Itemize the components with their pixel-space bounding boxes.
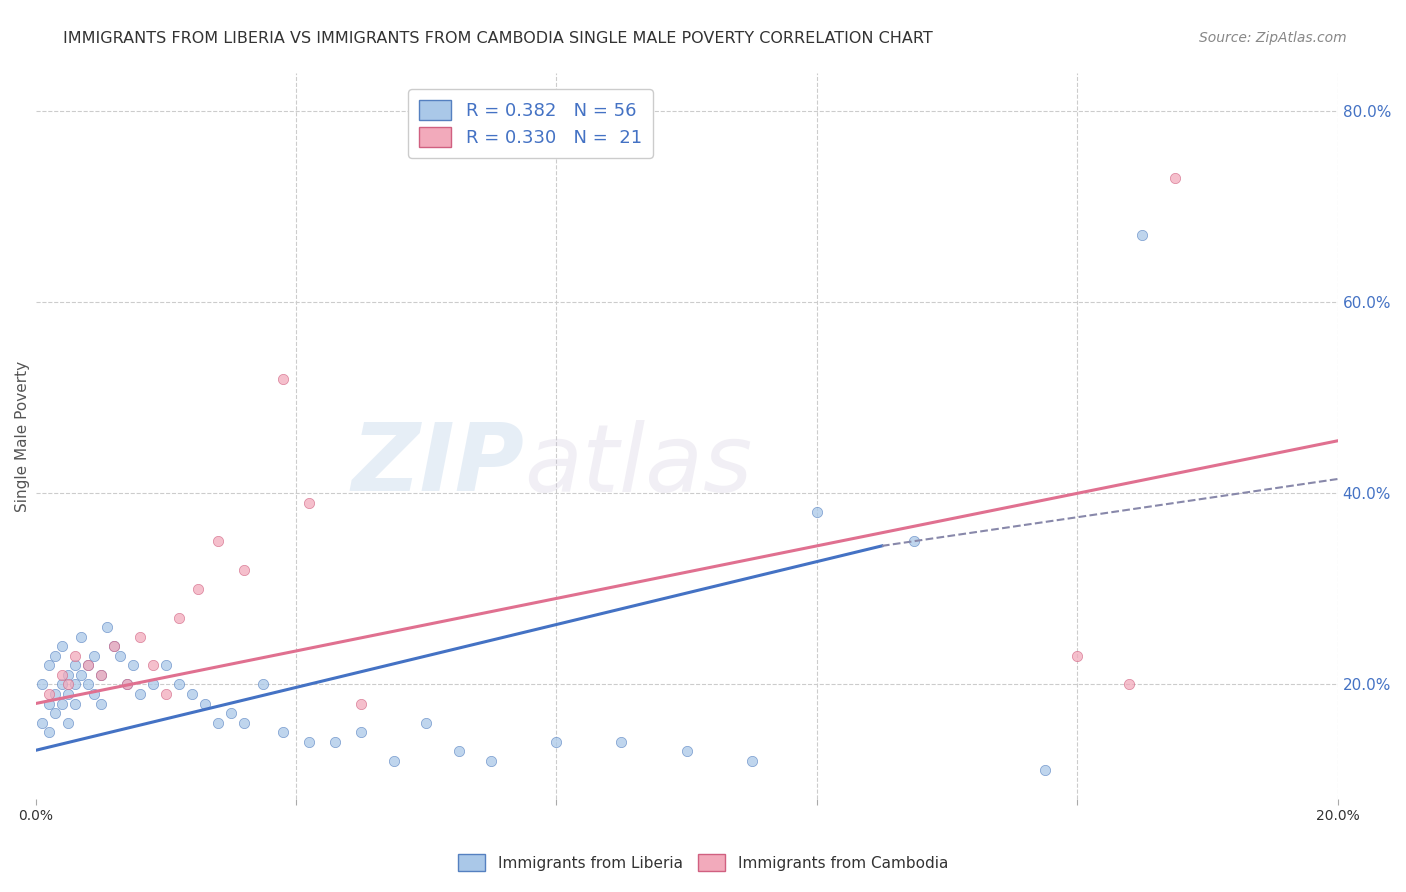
Point xyxy=(232,715,254,730)
Point xyxy=(56,677,79,691)
Point xyxy=(44,648,66,663)
Point xyxy=(90,697,112,711)
Legend: Immigrants from Liberia, Immigrants from Cambodia: Immigrants from Liberia, Immigrants from… xyxy=(451,848,955,877)
Point xyxy=(271,725,294,739)
Point xyxy=(63,697,86,711)
Point xyxy=(155,687,177,701)
Point xyxy=(232,563,254,577)
Point xyxy=(350,697,373,711)
Point xyxy=(76,658,98,673)
Point xyxy=(447,744,470,758)
Point xyxy=(103,639,125,653)
Point xyxy=(76,658,98,673)
Point xyxy=(56,668,79,682)
Point xyxy=(207,715,229,730)
Point xyxy=(31,715,53,730)
Point xyxy=(167,610,190,624)
Point xyxy=(63,648,86,663)
Point xyxy=(51,677,73,691)
Point xyxy=(44,687,66,701)
Point xyxy=(546,735,568,749)
Point xyxy=(56,687,79,701)
Point xyxy=(903,534,925,549)
Point xyxy=(415,715,437,730)
Point xyxy=(63,658,86,673)
Point xyxy=(207,534,229,549)
Point xyxy=(806,505,828,519)
Point xyxy=(115,677,138,691)
Point xyxy=(298,496,321,510)
Point xyxy=(70,630,93,644)
Legend: R = 0.382   N = 56, R = 0.330   N =  21: R = 0.382 N = 56, R = 0.330 N = 21 xyxy=(408,89,652,158)
Y-axis label: Single Male Poverty: Single Male Poverty xyxy=(15,360,30,512)
Point xyxy=(1033,764,1056,778)
Point xyxy=(108,648,131,663)
Point xyxy=(155,658,177,673)
Point xyxy=(38,697,60,711)
Point xyxy=(142,677,165,691)
Text: IMMIGRANTS FROM LIBERIA VS IMMIGRANTS FROM CAMBODIA SINGLE MALE POVERTY CORRELAT: IMMIGRANTS FROM LIBERIA VS IMMIGRANTS FR… xyxy=(63,31,934,46)
Point xyxy=(1066,648,1088,663)
Point xyxy=(70,668,93,682)
Point xyxy=(675,744,697,758)
Point xyxy=(83,648,105,663)
Point xyxy=(38,658,60,673)
Point xyxy=(187,582,209,596)
Point xyxy=(479,754,502,768)
Text: atlas: atlas xyxy=(524,419,752,510)
Point xyxy=(51,697,73,711)
Point xyxy=(1118,677,1140,691)
Point xyxy=(38,687,60,701)
Point xyxy=(194,697,217,711)
Point xyxy=(298,735,321,749)
Point xyxy=(90,668,112,682)
Point xyxy=(1130,228,1153,243)
Point xyxy=(180,687,202,701)
Point xyxy=(122,658,145,673)
Point xyxy=(103,639,125,653)
Point xyxy=(83,687,105,701)
Point xyxy=(167,677,190,691)
Point xyxy=(128,687,150,701)
Point xyxy=(350,725,373,739)
Text: Source: ZipAtlas.com: Source: ZipAtlas.com xyxy=(1199,31,1347,45)
Point xyxy=(96,620,118,634)
Point xyxy=(31,677,53,691)
Point xyxy=(128,630,150,644)
Point xyxy=(90,668,112,682)
Point xyxy=(142,658,165,673)
Point xyxy=(219,706,242,720)
Text: ZIP: ZIP xyxy=(352,419,524,511)
Point xyxy=(1164,171,1187,186)
Point xyxy=(51,639,73,653)
Point xyxy=(38,725,60,739)
Point xyxy=(610,735,633,749)
Point xyxy=(382,754,405,768)
Point xyxy=(76,677,98,691)
Point xyxy=(56,715,79,730)
Point xyxy=(252,677,274,691)
Point xyxy=(63,677,86,691)
Point xyxy=(323,735,346,749)
Point xyxy=(271,372,294,386)
Point xyxy=(115,677,138,691)
Point xyxy=(741,754,763,768)
Point xyxy=(51,668,73,682)
Point xyxy=(44,706,66,720)
